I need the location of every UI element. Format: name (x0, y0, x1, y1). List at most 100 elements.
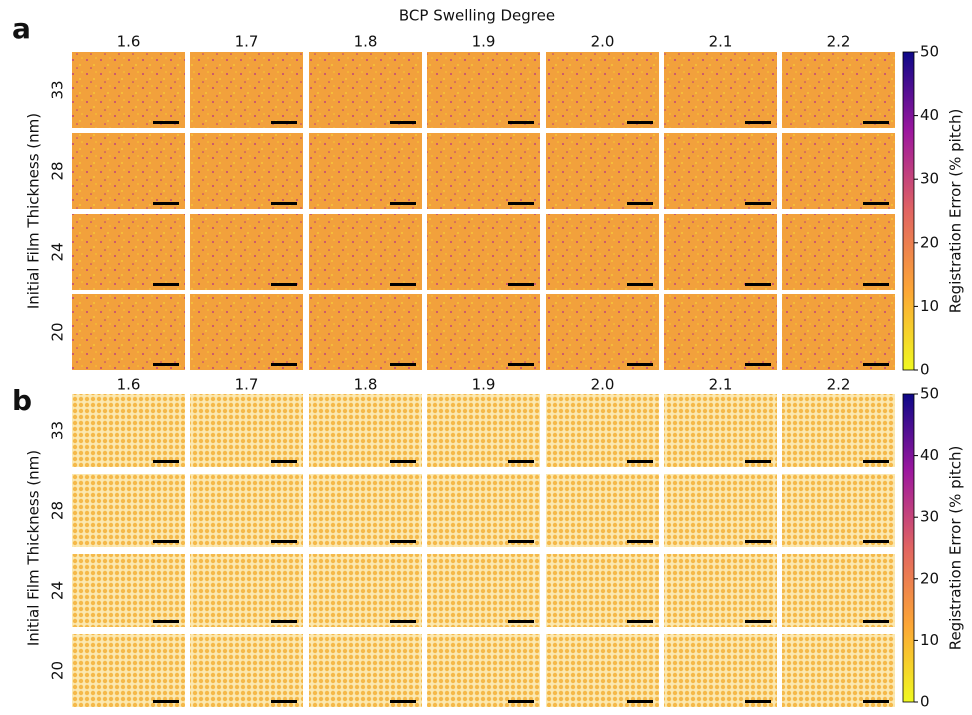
scale-bar (153, 620, 179, 623)
scale-bar (745, 620, 771, 623)
micrograph (664, 394, 777, 467)
column-label: 2.0 (591, 33, 615, 51)
y-axis-label: Initial Film Thickness (nm) (25, 113, 43, 309)
micrograph (190, 554, 303, 627)
scale-bar (390, 202, 416, 205)
colorbar-tick-label: 40 (920, 446, 939, 464)
colorbar-label: Registration Error (% pitch) (947, 446, 965, 651)
colorbar-tick-label: 40 (920, 106, 939, 124)
colorbar-tick-label: 20 (920, 233, 939, 251)
micrograph (664, 474, 777, 547)
micrograph (427, 52, 540, 128)
scale-bar (745, 121, 771, 124)
scale-bar (508, 540, 534, 543)
row-label: 33 (49, 80, 67, 99)
column-label: 1.9 (472, 33, 496, 51)
micrograph (546, 554, 659, 627)
scale-bar (271, 620, 297, 623)
micrograph (664, 634, 777, 707)
scale-bar (153, 540, 179, 543)
scale-bar (627, 700, 653, 703)
micrograph (72, 554, 185, 627)
micrograph (190, 474, 303, 547)
micrograph (664, 52, 777, 128)
scale-bar (863, 700, 889, 703)
micrograph (190, 214, 303, 290)
column-label: 1.6 (117, 33, 141, 51)
scale-bar (153, 460, 179, 463)
micrograph (546, 474, 659, 547)
micrograph (782, 294, 895, 370)
micrograph (546, 634, 659, 707)
micrograph (782, 52, 895, 128)
colorbar-tick-label: 50 (920, 385, 939, 403)
panel-label: a (12, 12, 31, 45)
scale-bar (627, 202, 653, 205)
micrograph (309, 474, 422, 547)
micrograph (782, 474, 895, 547)
micrograph (427, 214, 540, 290)
scale-bar (508, 700, 534, 703)
row-label: 28 (49, 161, 67, 180)
colorbar-tick-label: 10 (920, 631, 939, 649)
scale-bar (390, 363, 416, 366)
scale-bar (863, 202, 889, 205)
scale-bar (153, 283, 179, 286)
micrograph (309, 294, 422, 370)
column-label: 2.0 (591, 376, 615, 394)
row-label: 20 (49, 322, 67, 341)
micrograph (782, 554, 895, 627)
micrograph (190, 634, 303, 707)
micrograph (782, 634, 895, 707)
scale-bar (390, 460, 416, 463)
micrograph (190, 294, 303, 370)
micrograph (309, 133, 422, 209)
scale-bar (627, 363, 653, 366)
micrograph (309, 634, 422, 707)
scale-bar (627, 460, 653, 463)
micrograph (664, 294, 777, 370)
micrograph (427, 554, 540, 627)
y-axis-label: Initial Film Thickness (nm) (25, 450, 43, 646)
colorbar-tick-label: 0 (920, 693, 930, 711)
panel-label: b (12, 384, 32, 417)
micrograph (546, 214, 659, 290)
micrograph (72, 133, 185, 209)
scale-bar (508, 121, 534, 124)
column-label: 1.8 (354, 33, 378, 51)
row-label: 33 (49, 421, 67, 440)
micrograph (664, 133, 777, 209)
row-label: 28 (49, 501, 67, 520)
micrograph (309, 214, 422, 290)
micrograph (546, 394, 659, 467)
column-label: 1.6 (117, 376, 141, 394)
scale-bar (863, 540, 889, 543)
column-label: 2.1 (709, 33, 733, 51)
micrograph (427, 634, 540, 707)
colorbar-tick-label: 50 (920, 43, 939, 61)
scale-bar (863, 620, 889, 623)
scale-bar (745, 540, 771, 543)
column-label: 1.8 (354, 376, 378, 394)
scale-bar (153, 121, 179, 124)
micrograph (190, 52, 303, 128)
scale-bar (863, 121, 889, 124)
scale-bar (627, 121, 653, 124)
scale-bar (745, 202, 771, 205)
colorbar (903, 52, 914, 370)
micrograph (72, 394, 185, 467)
micrograph (546, 52, 659, 128)
micrograph (309, 394, 422, 467)
micrograph (782, 214, 895, 290)
scale-bar (390, 700, 416, 703)
scale-bar (390, 540, 416, 543)
colorbar (903, 394, 914, 702)
micrograph (309, 554, 422, 627)
micrograph (309, 52, 422, 128)
scale-bar (390, 620, 416, 623)
scale-bar (390, 283, 416, 286)
scale-bar (271, 283, 297, 286)
scale-bar (508, 460, 534, 463)
scale-bar (153, 700, 179, 703)
micrograph (72, 474, 185, 547)
